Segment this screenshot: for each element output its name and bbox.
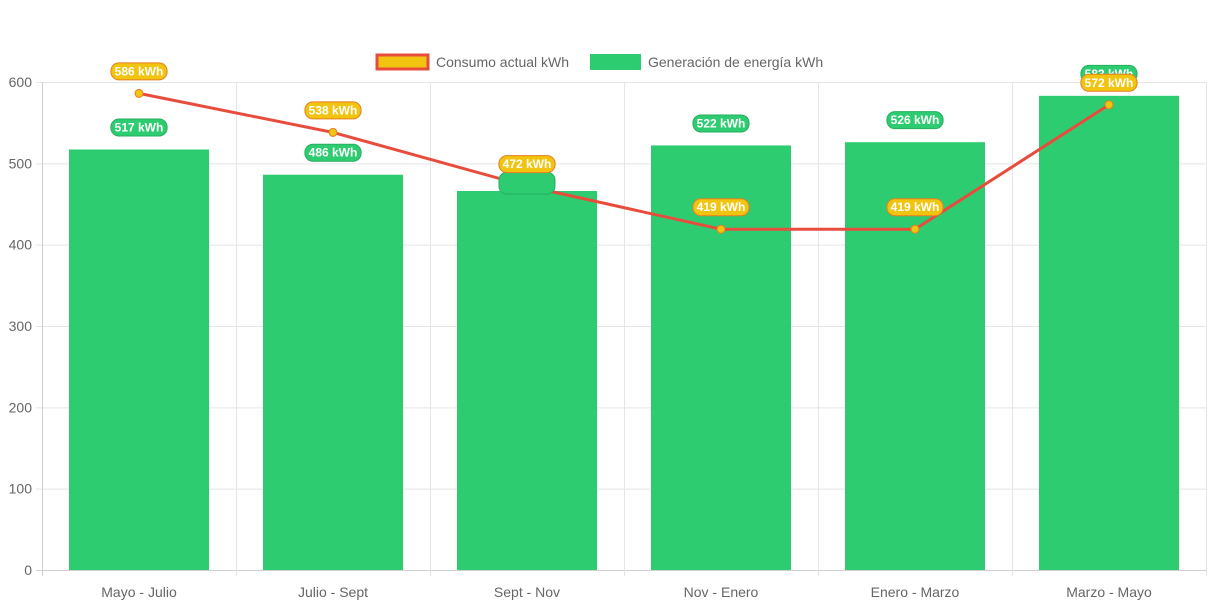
bar-series — [69, 95, 1179, 571]
bar — [457, 190, 597, 570]
line-data-label: 419 kWh — [891, 200, 940, 214]
bar-data-label-bg — [304, 143, 362, 162]
bar-data-label: 486 kWh — [309, 146, 358, 160]
y-tick-label: 600 — [9, 74, 33, 90]
bar-data-label: 522 kWh — [697, 116, 746, 130]
line-point — [910, 224, 920, 234]
line-path — [138, 91, 1110, 231]
bar-data-label: 526 kWh — [891, 113, 940, 127]
line-series — [134, 88, 1114, 234]
line-data-label-bg — [886, 198, 944, 217]
bar-data-label-bg — [886, 111, 944, 130]
line-data-label: 419 kWh — [697, 200, 746, 214]
line-data-label: 586 kWh — [115, 64, 164, 78]
bar-data-label-bg — [110, 118, 168, 137]
y-tick-label: 300 — [9, 318, 33, 334]
axes: 0 100 200 300 400 500 600 Mayo - Julio Julio - S… — [9, 74, 1152, 600]
y-tick-label: 500 — [9, 155, 33, 171]
line-point — [716, 224, 726, 234]
legend: Consumo actual kWh Generación de energía … — [375, 53, 823, 71]
line-data-label-bg — [1080, 73, 1138, 92]
line-data-label-bg — [110, 62, 168, 81]
line-data-label-bg — [692, 198, 750, 217]
x-tick-label: Julio - Sept — [298, 584, 368, 600]
bar-data-label: 517 kWh — [115, 121, 164, 135]
y-tick-label: 400 — [9, 237, 33, 253]
x-tick-label: Nov - Enero — [684, 584, 759, 600]
line-data-label: 572 kWh — [1085, 76, 1134, 90]
line-data-label: 472 kWh — [503, 157, 552, 171]
x-tick-label: Sept - Nov — [494, 584, 560, 600]
bar — [263, 174, 403, 570]
bar-data-label-bg — [498, 171, 556, 195]
line-point — [328, 127, 338, 137]
x-tick-label: Mayo - Julio — [101, 584, 177, 600]
line-data-label-bg — [304, 101, 362, 120]
bar — [1039, 95, 1179, 571]
y-tick-label: 200 — [9, 399, 33, 415]
legend-label-line: Consumo actual kWh — [436, 54, 569, 70]
legend-swatch-line — [375, 53, 430, 71]
legend-label-bar: Generación de energía kWh — [648, 54, 823, 70]
grid — [36, 82, 1207, 576]
line-point — [134, 88, 144, 98]
line-point — [1104, 100, 1114, 110]
line-data-label: 538 kWh — [309, 103, 358, 117]
x-tick-label: Marzo - Mayo — [1066, 584, 1152, 600]
x-tick-label: Enero - Marzo — [871, 584, 960, 600]
line-data-label-bg — [498, 155, 556, 174]
bar-data-label-bg — [692, 114, 750, 133]
y-tick-label: 0 — [24, 562, 32, 578]
y-tick-label: 100 — [9, 481, 33, 497]
bar — [69, 149, 209, 571]
legend-swatch-bar — [590, 54, 641, 70]
